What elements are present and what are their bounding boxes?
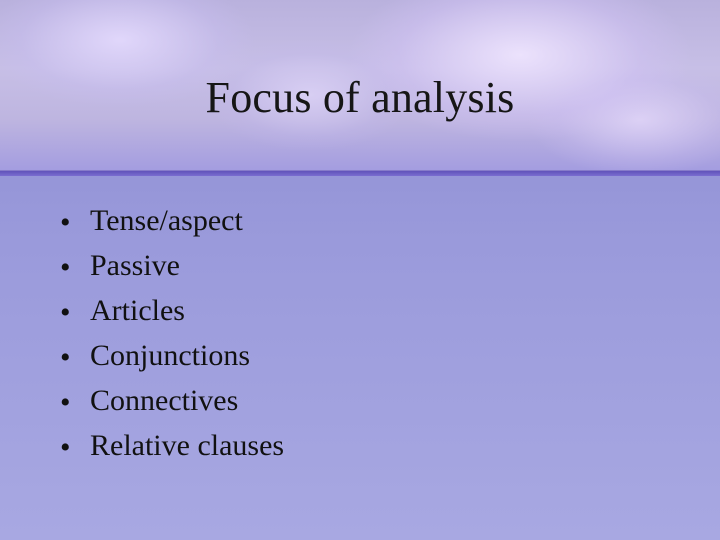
bullet-text: Passive [90, 243, 180, 288]
bullet-icon: • [60, 298, 68, 328]
bullet-icon: • [60, 208, 68, 238]
list-item: • Articles [60, 288, 660, 333]
list-item: • Passive [60, 243, 660, 288]
header-divider [0, 170, 720, 176]
list-item: • Conjunctions [60, 333, 660, 378]
slide-content: • Tense/aspect • Passive • Articles • Co… [60, 198, 660, 468]
list-item: • Connectives [60, 378, 660, 423]
bullet-text: Connectives [90, 378, 238, 423]
bullet-list: • Tense/aspect • Passive • Articles • Co… [60, 198, 660, 468]
bullet-text: Conjunctions [90, 333, 250, 378]
bullet-icon: • [60, 253, 68, 283]
list-item: • Tense/aspect [60, 198, 660, 243]
bullet-text: Articles [90, 288, 185, 333]
bullet-icon: • [60, 433, 68, 463]
bullet-text: Relative clauses [90, 423, 284, 468]
bullet-icon: • [60, 343, 68, 373]
list-item: • Relative clauses [60, 423, 660, 468]
bullet-icon: • [60, 388, 68, 418]
slide-title: Focus of analysis [0, 72, 720, 123]
bullet-text: Tense/aspect [90, 198, 243, 243]
